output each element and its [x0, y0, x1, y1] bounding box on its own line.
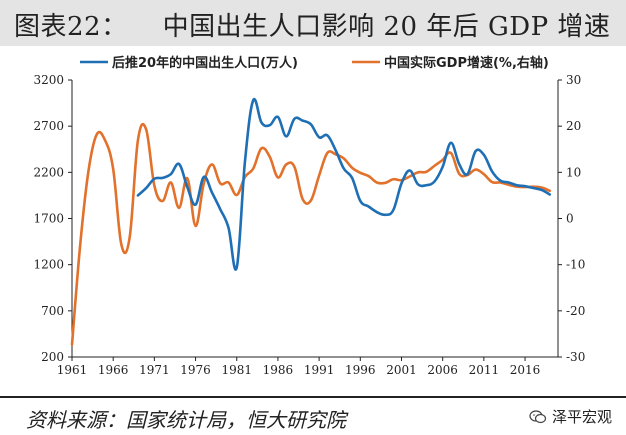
footer: 资料来源：国家统计局，恒大研究院 泽平宏观	[0, 396, 626, 435]
x-tick-label: 2006	[427, 363, 458, 377]
series-line-births	[136, 97, 552, 271]
left-tick-label: 200	[41, 350, 64, 364]
legend-label-births: 后推20年的中国出生人口(万人)	[112, 55, 298, 71]
left-tick-label: 1700	[33, 212, 64, 226]
x-tick-label: 1976	[180, 363, 211, 377]
left-tick-label: 3200	[33, 73, 64, 87]
left-tick-label: 2700	[33, 119, 64, 133]
right-axis: -30 -20 -10 0 10 20 30	[558, 73, 585, 364]
series-line-gdp-growth	[70, 122, 552, 346]
title-bar: 图表22： 中国出生人口影响 20 年后 GDP 增速	[0, 0, 626, 46]
x-tick-label: 1981	[221, 363, 252, 377]
legend: 后推20年的中国出生人口(万人) 中国实际GDP增速(%,右轴)	[80, 55, 549, 71]
right-tick-label: 30	[566, 73, 581, 87]
watermark: 泽平宏观	[529, 406, 612, 427]
x-tick-label: 1991	[304, 363, 335, 377]
chart: 200 700 1200 1700 2200 2700 3200 -30 -20 -10 0 10 2…	[33, 55, 585, 377]
watermark-text: 泽平宏观	[551, 408, 612, 426]
x-tick-label: 1961	[57, 363, 88, 377]
x-tick-label: 2011	[469, 363, 500, 377]
series-layer	[70, 97, 552, 346]
right-tick-label: 0	[566, 212, 574, 226]
right-tick-label: -10	[566, 258, 585, 272]
x-tick-label: 2016	[510, 363, 541, 377]
source-note: 资料来源：国家统计局，恒大研究院	[26, 408, 346, 432]
left-tick-label: 700	[41, 304, 64, 318]
x-axis: 1961 1966 1971 1976 1981 1986 1991 1996 2001 2006…	[57, 357, 541, 377]
left-tick-label: 1200	[33, 258, 64, 272]
left-axis: 200 700 1200 1700 2200 2700 3200	[33, 73, 72, 364]
right-tick-label: -30	[566, 350, 585, 364]
wechat-icon	[529, 409, 547, 423]
x-tick-label: 1996	[345, 363, 376, 377]
right-tick-label: 20	[566, 119, 581, 133]
x-tick-label: 1971	[139, 363, 170, 377]
x-tick-label: 1986	[263, 363, 294, 377]
left-tick-label: 2200	[33, 165, 64, 179]
right-tick-label: -20	[566, 304, 585, 318]
x-tick-label: 1966	[98, 363, 129, 377]
plot-frame	[71, 80, 559, 358]
chart-title: 图表22： 中国出生人口影响 20 年后 GDP 增速	[14, 12, 611, 42]
x-tick-label: 2001	[386, 363, 417, 377]
legend-label-gdp: 中国实际GDP增速(%,右轴)	[384, 55, 549, 71]
right-tick-label: 10	[566, 165, 581, 179]
